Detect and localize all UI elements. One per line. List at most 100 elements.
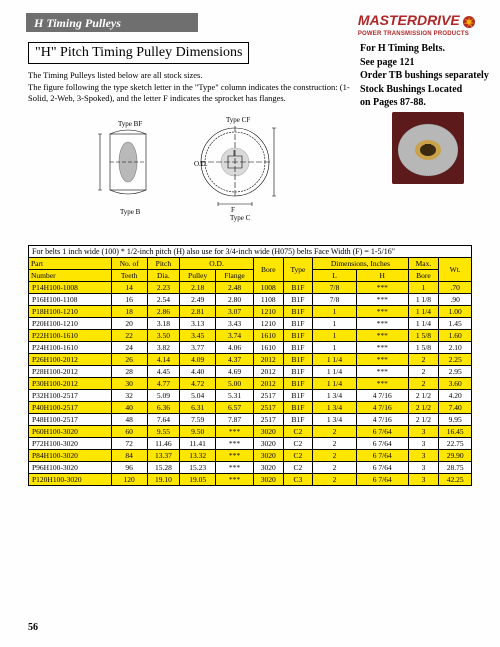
- cell-wt: 3.60: [439, 378, 472, 390]
- cell-odp: 15.23: [180, 462, 216, 474]
- cell-odp: 4.40: [180, 366, 216, 378]
- cell-t: 20: [111, 318, 147, 330]
- dimensions-table: For belts 1 inch wide (100) * 1/2-inch p…: [28, 245, 472, 486]
- cell-mb: 1 1/8: [408, 294, 439, 306]
- cell-t: 24: [111, 342, 147, 354]
- cell-t: 72: [111, 438, 147, 450]
- cell-pn: P16H100-1108: [29, 294, 112, 306]
- cell-wt: 9.95: [439, 414, 472, 426]
- cell-H: ***: [356, 354, 408, 366]
- cell-mb: 1 5/8: [408, 330, 439, 342]
- table-row: P18H100-1210182.862.813.071210B1F1***1 1…: [29, 306, 472, 318]
- cell-ty: B1F: [283, 306, 313, 318]
- cell-L: 1 1/4: [313, 366, 357, 378]
- cell-b: 1210: [253, 318, 283, 330]
- cell-ty: B1F: [283, 318, 313, 330]
- cell-H: ***: [356, 330, 408, 342]
- cell-pn: P20H100-1210: [29, 318, 112, 330]
- cell-ty: C2: [283, 426, 313, 438]
- cell-ty: B1F: [283, 354, 313, 366]
- table-row: P40H100-2517406.366.316.572517B1F1 3/44 …: [29, 402, 472, 414]
- cell-mb: 3: [408, 474, 439, 486]
- cell-H: ***: [356, 342, 408, 354]
- cell-ty: B1F: [283, 294, 313, 306]
- table-caption: For belts 1 inch wide (100) * 1/2-inch p…: [29, 246, 472, 258]
- cell-odf: ***: [216, 474, 254, 486]
- cell-t: 16: [111, 294, 147, 306]
- header-teeth2: Teeth: [111, 270, 147, 282]
- cell-ty: B1F: [283, 342, 313, 354]
- header-H: H: [356, 270, 408, 282]
- cell-H: 4 7/16: [356, 414, 408, 426]
- cell-t: 48: [111, 414, 147, 426]
- cell-L: 1 1/4: [313, 354, 357, 366]
- intro-text-1: The Timing Pulleys listed below are all …: [28, 70, 202, 80]
- cell-H: 6 7/64: [356, 450, 408, 462]
- pulley-diagrams: Type BF Type B Type CF Type C F O.D.: [90, 112, 280, 224]
- cell-mb: 2: [408, 378, 439, 390]
- header-number: Number: [29, 270, 112, 282]
- cell-odp: 3.77: [180, 342, 216, 354]
- cell-odf: 5.00: [216, 378, 254, 390]
- cell-pn: P120H100-3020: [29, 474, 112, 486]
- diagram-label: F: [231, 206, 235, 214]
- cell-pn: P48H100-2517: [29, 414, 112, 426]
- cell-mb: 3: [408, 438, 439, 450]
- table-row: P120H100-302012019.1019.05***3020C326 7/…: [29, 474, 472, 486]
- cell-pd: 3.50: [147, 330, 180, 342]
- table-row: P28H100-2012284.454.404.692012B1F1 1/4**…: [29, 366, 472, 378]
- cell-odp: 2.81: [180, 306, 216, 318]
- cell-pd: 4.77: [147, 378, 180, 390]
- cell-wt: 2.25: [439, 354, 472, 366]
- cell-b: 3020: [253, 450, 283, 462]
- cell-wt: .90: [439, 294, 472, 306]
- cell-pd: 2.23: [147, 282, 180, 294]
- cell-odp: 2.18: [180, 282, 216, 294]
- cell-ty: C3: [283, 474, 313, 486]
- cell-odp: 6.31: [180, 402, 216, 414]
- brand-name: MASTERDRIVE: [358, 12, 460, 28]
- header-bore: Bore: [253, 258, 283, 282]
- cell-b: 2012: [253, 366, 283, 378]
- cell-L: 2: [313, 438, 357, 450]
- cell-L: 2: [313, 450, 357, 462]
- cell-pd: 3.82: [147, 342, 180, 354]
- cell-odp: 5.04: [180, 390, 216, 402]
- diagram-label: Type CF: [226, 116, 250, 124]
- page-title: "H" Pitch Timing Pulley Dimensions: [28, 42, 249, 64]
- cell-odf: ***: [216, 426, 254, 438]
- cell-ty: B1F: [283, 402, 313, 414]
- cell-pd: 7.64: [147, 414, 180, 426]
- cell-b: 1610: [253, 330, 283, 342]
- header-flange: Flange: [216, 270, 254, 282]
- cell-L: 1: [313, 342, 357, 354]
- cell-wt: 42.25: [439, 474, 472, 486]
- cell-pn: P18H100-1210: [29, 306, 112, 318]
- table-row: P14H100-1008142.232.182.481008B1F7/8***1…: [29, 282, 472, 294]
- cell-odf: 4.06: [216, 342, 254, 354]
- cell-mb: 1 1/4: [408, 318, 439, 330]
- cell-wt: 7.40: [439, 402, 472, 414]
- header-wt: Wt.: [439, 258, 472, 282]
- side-note-line: For H Timing Belts.: [360, 42, 489, 56]
- cell-mb: 1: [408, 282, 439, 294]
- cell-odf: 7.87: [216, 414, 254, 426]
- side-notes: For H Timing Belts. See page 121 Order T…: [360, 42, 489, 110]
- cell-b: 1210: [253, 306, 283, 318]
- cell-pn: P40H100-2517: [29, 402, 112, 414]
- cell-L: 1: [313, 306, 357, 318]
- cell-pn: P22H100-1610: [29, 330, 112, 342]
- cell-pd: 6.36: [147, 402, 180, 414]
- cell-wt: 1.45: [439, 318, 472, 330]
- cell-t: 14: [111, 282, 147, 294]
- cell-b: 2012: [253, 378, 283, 390]
- cell-pd: 9.55: [147, 426, 180, 438]
- table-row: P30H100-2012304.774.725.002012B1F1 1/4**…: [29, 378, 472, 390]
- cell-mb: 1 5/8: [408, 342, 439, 354]
- cell-mb: 2: [408, 366, 439, 378]
- cell-pd: 5.09: [147, 390, 180, 402]
- cell-odf: ***: [216, 438, 254, 450]
- cell-t: 22: [111, 330, 147, 342]
- cell-pn: P72H100-3020: [29, 438, 112, 450]
- cell-mb: 2 1/2: [408, 390, 439, 402]
